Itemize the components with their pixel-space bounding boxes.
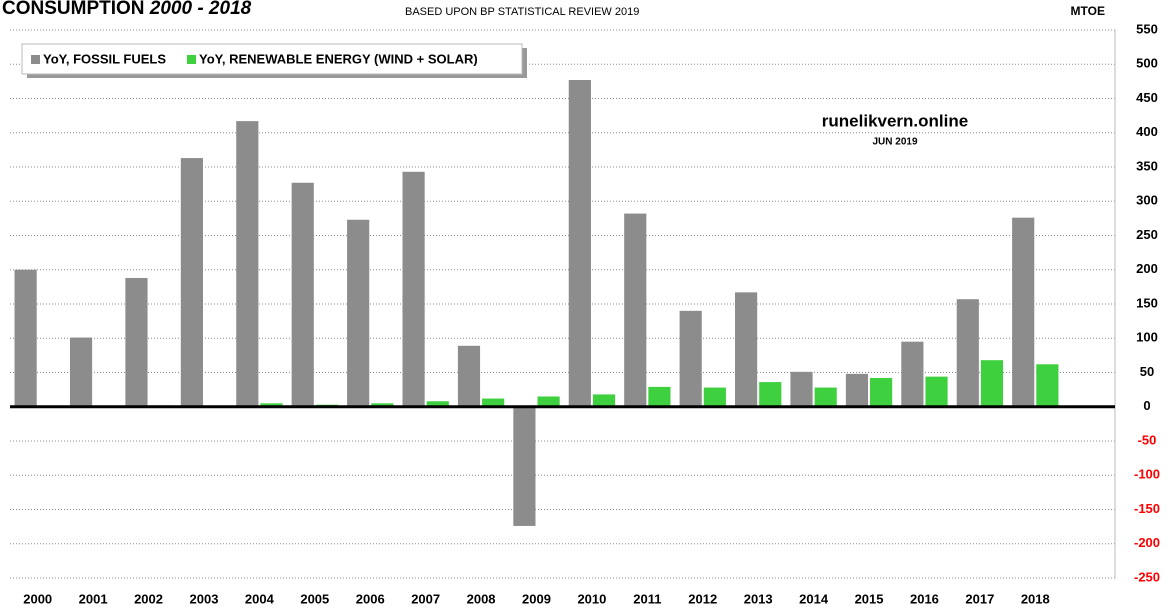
y-tick-label: 100 [1136, 330, 1158, 345]
subtitle: BASED UPON BP STATISTICAL REVIEW 2019 [405, 6, 639, 18]
legend-swatch [31, 55, 40, 64]
x-tick-label: 2009 [522, 591, 551, 606]
bar [759, 382, 782, 407]
y-tick-label: -150 [1134, 501, 1160, 516]
bar [648, 386, 671, 407]
x-tick-label: 2010 [577, 591, 606, 606]
bar [901, 341, 924, 407]
legend-label: YoY, FOSSIL FUELS [43, 51, 166, 66]
bar [1036, 364, 1059, 407]
bar [180, 158, 203, 407]
bar [402, 171, 425, 407]
x-tick-label: 2015 [855, 591, 884, 606]
bar [870, 377, 893, 407]
x-tick-label: 2004 [245, 591, 275, 606]
x-tick-label: 2001 [79, 591, 108, 606]
y-tick-label: -200 [1134, 535, 1160, 550]
bar [14, 269, 37, 407]
annotation: JUN 2019 [872, 137, 917, 148]
bar [291, 182, 314, 407]
bar [790, 371, 813, 407]
bar [592, 394, 616, 407]
bar [426, 401, 449, 407]
bar [679, 310, 702, 407]
bar [482, 398, 505, 407]
bar [980, 360, 1004, 407]
y-tick-label: 250 [1136, 227, 1158, 242]
legend-label: YoY, RENEWABLE ENERGY (WIND + SOLAR) [199, 51, 478, 66]
x-tick-label: 2006 [356, 591, 385, 606]
bar [260, 403, 283, 407]
y-tick-label: 400 [1136, 124, 1158, 139]
bar [845, 373, 869, 407]
x-tick-label: 2017 [965, 591, 994, 606]
x-tick-label: 2007 [411, 591, 440, 606]
x-tick-label: 2018 [1021, 591, 1050, 606]
bar [125, 277, 148, 407]
x-tick-label: 2005 [300, 591, 329, 606]
bar [457, 345, 481, 407]
legend-box [21, 43, 523, 75]
y-tick-label: 450 [1136, 90, 1158, 105]
bar [236, 121, 259, 407]
x-tick-label: 2016 [910, 591, 939, 606]
chart-title: CONSUMPTION 2000 - 2018 [2, 0, 252, 19]
legend: YoY, FOSSIL FUELS YoY, RENEWABLE ENERGY … [21, 43, 527, 78]
legend-swatch [187, 55, 196, 64]
bar [371, 403, 394, 407]
x-tick-label: 2013 [744, 591, 773, 606]
bar [814, 387, 837, 407]
bar [537, 396, 560, 407]
y-tick-label: 300 [1136, 193, 1158, 208]
y-tick-label: -100 [1134, 467, 1160, 482]
x-tick-label: 2002 [134, 591, 163, 606]
y-tick-label: -250 [1134, 569, 1160, 584]
y-tick-label: 550 [1136, 21, 1158, 36]
x-tick-label: 2000 [23, 591, 52, 606]
x-tick-label: 2014 [799, 591, 829, 606]
y-tick-label: 500 [1136, 56, 1158, 71]
y-tick-label: -50 [1138, 432, 1157, 447]
y-tick-label: 200 [1136, 261, 1158, 276]
bar [624, 213, 647, 407]
y-tick-label: 50 [1140, 364, 1154, 379]
unit-label: MTOE [1071, 4, 1105, 18]
plot-area: -250 -200 -150 -100 -50 0 50 100 150 200 250 300 350… [10, 21, 1160, 606]
title-range: 2000 - 2018 [149, 0, 252, 19]
x-tick-label: 2012 [688, 591, 717, 606]
bar [69, 337, 93, 407]
x-tick-label: 2003 [190, 591, 219, 606]
bar [735, 292, 758, 407]
bar [925, 376, 948, 407]
bar [703, 387, 726, 407]
y-tick-label: 0 [1143, 398, 1150, 413]
y-tick-label: 150 [1136, 295, 1158, 310]
annotation: runelikvern.online [822, 111, 968, 130]
bar [568, 80, 591, 407]
bar [347, 219, 370, 407]
title-text: CONSUMPTION [2, 0, 145, 19]
x-tick-label: 2011 [633, 591, 661, 606]
x-tick-label: 2008 [467, 591, 496, 606]
bar [513, 406, 536, 526]
bar [956, 299, 979, 407]
bar [1012, 217, 1035, 407]
y-tick-label: 350 [1136, 158, 1158, 173]
